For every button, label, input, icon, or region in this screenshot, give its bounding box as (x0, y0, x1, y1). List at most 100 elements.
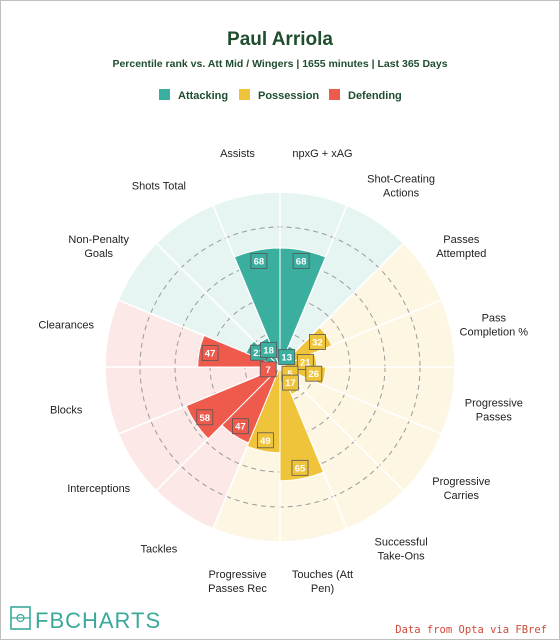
category-label-progressive-passes: Progressive Passes (465, 398, 523, 424)
category-label-progressive-carries: Progressive Carries (432, 476, 490, 502)
slice-bg-progressive-carries (280, 367, 442, 491)
value-box-blocks: 7 (259, 361, 277, 378)
bar-progressive-passes-rec (246, 366, 281, 454)
value-box-shot-creating-actions: 13 (278, 349, 296, 365)
value-box-bg-clearances (201, 345, 219, 362)
value-box-bg-interceptions (196, 409, 214, 426)
value-box-bg-successful-take-ons (281, 374, 299, 391)
slice-bg-pass-completion (280, 300, 455, 367)
value-box-bg-pass-completion (296, 354, 314, 370)
category-label-line: Shots Total (132, 181, 186, 193)
value-box-clearances: 47 (201, 345, 219, 362)
value-label-progressive-passes-rec: 49 (260, 436, 271, 447)
value-box-bg-progressive-passes (305, 365, 323, 382)
value-label-shot-creating-actions: 13 (281, 353, 292, 364)
value-box-touches-att-pen: 65 (291, 459, 309, 476)
slice-bg-shot-creating-actions (280, 205, 404, 367)
legend-swatch-defending (329, 89, 340, 100)
value-label-non-penalty-goals: 21 (253, 348, 264, 359)
slice-bg-non-penalty-goals (118, 243, 280, 367)
chart-subtitle: Percentile rank vs. Att Mid / Wingers | … (112, 58, 447, 70)
category-label-progressive-passes-rec: Progressive Passes Rec (208, 569, 267, 595)
value-box-bg-shot-creating-actions (278, 349, 296, 365)
category-label-interceptions: Interceptions (67, 483, 130, 495)
category-label-line: Carries (444, 490, 480, 502)
legend-label-possession: Possession (258, 90, 319, 102)
chart-title: Paul Arriola (227, 29, 333, 50)
value-box-npxg-xag: 68 (292, 253, 310, 270)
value-label-shots-total: 18 (263, 346, 274, 357)
slice-bg-shots-total (156, 205, 280, 367)
legend-label-defending: Defending (348, 90, 402, 102)
value-box-successful-take-ons: 17 (281, 374, 299, 391)
value-label-passes-attempted: 32 (312, 338, 323, 349)
logo-text: FBCHARTS (35, 608, 161, 633)
data-credit: Data from Opta via FBref (395, 624, 547, 636)
value-label-progressive-passes: 26 (309, 369, 320, 380)
value-box-progressive-passes-rec: 49 (256, 432, 274, 449)
legend: Attacking Possession Defending (159, 89, 402, 102)
value-box-pass-completion: 21 (296, 354, 314, 370)
legend-label-attacking: Attacking (178, 90, 228, 102)
category-label-line: Touches (Att (292, 569, 353, 581)
category-labels: npxG + xAG Shot-Creating Actions Passes Atte… (38, 148, 528, 595)
category-label-npxg-xag: npxG + xAG (292, 148, 352, 160)
category-label-shots-total: Shots Total (132, 181, 186, 193)
category-label-touches-att-pen: Touches (Att Pen) (292, 569, 353, 595)
category-label-line: Progressive (432, 476, 490, 488)
category-label-line: Goals (84, 248, 113, 260)
category-label-blocks: Blocks (50, 405, 83, 417)
category-label-line: Pen) (311, 583, 334, 595)
category-label-non-penalty-goals: Non-Penalty Goals (68, 234, 129, 260)
value-box-bg-shots-total (260, 342, 278, 358)
category-label-line: Successful (374, 536, 427, 548)
category-label-line: Take-Ons (378, 550, 426, 562)
value-box-bg-touches-att-pen (291, 459, 309, 476)
legend-swatch-attacking (159, 89, 170, 100)
category-label-passes-attempted: Passes Attempted (436, 234, 486, 260)
category-label-shot-creating-actions: Shot-Creating Actions (367, 174, 435, 200)
value-label-blocks: 7 (266, 365, 271, 376)
category-label-line: Shot-Creating (367, 174, 435, 186)
category-label-line: Actions (383, 188, 420, 200)
category-label-line: Clearances (38, 320, 94, 332)
category-label-line: Attempted (436, 248, 486, 260)
value-box-tackles: 47 (231, 418, 249, 435)
category-label-pass-completion: Pass Completion % (460, 313, 529, 339)
value-label-successful-take-ons: 17 (285, 378, 296, 389)
value-box-assists: 68 (250, 253, 268, 270)
category-label-line: Passes (443, 234, 480, 246)
category-label-clearances: Clearances (38, 320, 94, 332)
value-box-bg-passes-attempted (308, 334, 326, 350)
bar-assists (233, 247, 281, 368)
legend-swatch-possession (239, 89, 250, 100)
bar-touches-att-pen (279, 366, 325, 482)
category-label-line: Passes Rec (208, 583, 267, 595)
value-label-pass-completion: 21 (300, 358, 311, 369)
category-label-line: Progressive (465, 398, 523, 410)
value-box-bg-blocks (259, 361, 277, 378)
value-label-touches-att-pen: 65 (295, 463, 306, 474)
category-label-line: Passes (476, 412, 513, 424)
value-label-tackles: 47 (235, 422, 246, 433)
value-box-bg-tackles (231, 418, 249, 435)
category-label-line: Pass (482, 313, 507, 325)
category-label-line: Tackles (141, 543, 178, 555)
category-label-assists: Assists (220, 148, 255, 160)
value-box-bg-progressive-passes-rec (256, 432, 274, 449)
pitch-icon-circle (16, 613, 25, 623)
slice-bg-progressive-passes (280, 367, 456, 434)
value-label-interceptions: 58 (200, 413, 211, 424)
category-label-line: npxG + xAG (292, 148, 352, 160)
slice-bg-blocks (105, 367, 280, 434)
value-box-bg-npxg-xag (292, 253, 310, 270)
category-label-line: Assists (220, 148, 255, 160)
category-label-line: Interceptions (67, 483, 130, 495)
value-label-clearances: 47 (205, 349, 216, 360)
fbcharts-logo: FBCHARTS (10, 606, 161, 633)
slice-bg-successful-take-ons (280, 367, 404, 529)
value-label-assists: 68 (254, 257, 265, 268)
value-box-interceptions: 58 (196, 409, 214, 426)
